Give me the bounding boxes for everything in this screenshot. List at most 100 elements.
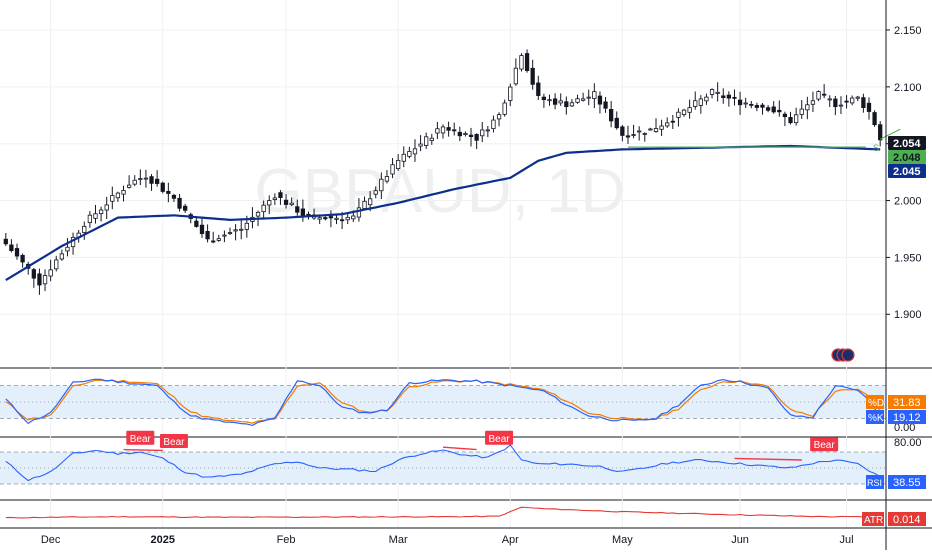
candle-body [42,275,48,285]
candle-body [457,131,462,137]
candle-body [715,91,720,94]
candle [760,103,765,115]
candle-body [289,202,294,206]
candle [541,93,547,108]
candle [833,95,838,116]
time-tick-label: Feb [277,534,296,546]
candle-body [272,197,277,200]
candle-body [160,182,165,192]
candle-body [866,102,872,112]
price-tick-label: 1.900 [894,309,922,321]
candle-body [491,119,496,130]
candle [580,92,586,102]
candle-body [300,208,306,216]
candle [373,186,378,199]
candle-body [670,120,675,123]
price-tag-label: 2.054 [893,138,921,150]
candle [289,197,294,207]
stoch-band [0,385,886,419]
candle-body [777,109,782,113]
candle-body [233,229,238,232]
candle [810,91,816,113]
candle-body [143,177,149,180]
candle [87,211,93,228]
candle-body [519,55,524,70]
candle-body [861,97,866,109]
candle-body [552,98,558,105]
candle-body [373,190,378,195]
price-tick-label: 2.100 [894,82,922,94]
candle [42,269,48,292]
stoch-tag-name-box [866,395,884,409]
candle-body [536,82,541,96]
candle-body [782,113,788,118]
candle [300,199,306,222]
candle [609,101,614,128]
candle [295,199,300,216]
candle-body [816,91,821,100]
candle-body [183,205,188,211]
candle-body [850,97,855,104]
candle [631,124,636,139]
candle-body [698,98,703,106]
candle [3,232,8,247]
candle [14,243,20,260]
price-tick-label: 2.150 [894,25,922,37]
candle-body [693,100,698,107]
candle-body [171,194,177,199]
candle-body [48,269,53,277]
candle [138,169,143,186]
candle-body [631,134,636,136]
candle-body [754,105,760,108]
candle-body [665,122,670,127]
bear-label-box [159,434,188,448]
candle-body [855,96,860,99]
candle-body [547,99,552,102]
candle-body [872,112,877,126]
flag-icon [831,348,855,362]
stoch-tag-value-box [888,410,926,424]
candle [480,121,485,143]
candle [115,191,121,202]
candle-body [126,184,132,188]
candle [799,99,804,119]
candle-body [82,225,87,233]
stoch-tag-name: %D [868,398,884,409]
atr-tag-value: 0.014 [893,514,921,526]
candle [211,231,216,244]
candle-body [726,94,731,99]
rsi-tick-label: 80.00 [894,437,922,449]
candle [216,234,221,242]
candle [569,99,575,108]
candle-body [65,246,70,252]
rsi-tag-name-box [866,475,884,489]
candle-body [827,98,832,101]
candle [278,190,283,205]
candle-body [822,93,827,96]
candle [827,95,832,108]
candle-body [564,101,569,108]
candle-body [732,96,737,99]
candle [822,84,827,99]
candle [334,215,339,225]
candle [693,91,698,110]
candle-body [384,176,390,182]
time-tick-label: Dec [41,534,61,546]
candle-body [508,86,513,101]
candle [558,93,563,106]
candle-body [597,95,603,105]
candle-body [681,109,687,115]
candle [9,239,14,253]
candle [82,221,87,240]
candle-body [98,209,104,215]
time-tick-label: Jun [731,534,749,546]
candle-body [704,96,709,102]
rsi-tag-value-box [888,475,926,489]
candle-body [59,253,64,260]
candle-body [637,130,642,133]
candle-body [592,91,597,99]
candle [721,88,726,104]
candle [552,93,558,110]
